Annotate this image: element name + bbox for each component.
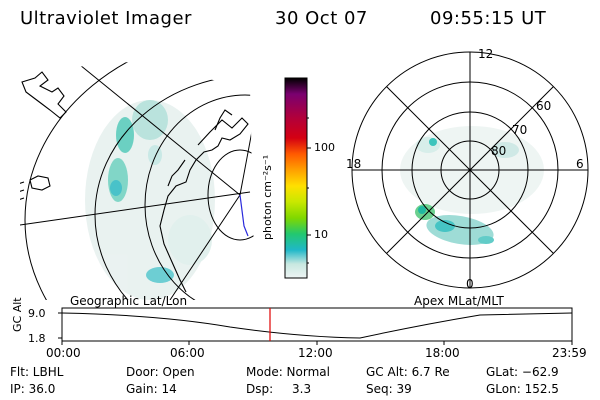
- right-panel-caption: Apex MLat/MLT: [414, 294, 504, 308]
- colorbar: [284, 77, 311, 279]
- door-info: Door: Open: [126, 365, 195, 379]
- mlt-label-12: 12: [478, 47, 494, 61]
- mlat-label-70: 70: [512, 123, 528, 137]
- instrument-title: Ultraviolet Imager: [20, 8, 192, 29]
- coastlines: [20, 71, 249, 293]
- colorbar-unit-label: photon cm⁻²s⁻¹: [261, 154, 274, 240]
- mode-info: Mode: Normal: [246, 365, 330, 379]
- colorbar-tick-100: 100: [314, 141, 335, 154]
- observation-time: 09:55:15 UT: [430, 8, 547, 29]
- glat-info: GLat: −62.9: [486, 365, 559, 379]
- glon-info: GLon: 152.5: [486, 382, 559, 396]
- altitude-tick-1-8: 1.8: [28, 332, 46, 345]
- observation-date: 30 Oct 07: [275, 8, 368, 29]
- filter-info: Flt: LBHL: [10, 365, 64, 379]
- aurora-emission-left: [85, 100, 215, 300]
- time-tick-0000: 00:00: [46, 346, 81, 360]
- colorbar-tick-10: 10: [314, 228, 328, 241]
- orbit-altitude-plot: [58, 307, 573, 345]
- mlat-label-60: 60: [536, 99, 552, 113]
- time-tick-1800: 18:00: [425, 346, 460, 360]
- time-tick-1200: 12:00: [298, 346, 333, 360]
- ip-info: IP: 36.0: [10, 382, 56, 396]
- gain-info: Gain: 14: [126, 382, 177, 396]
- dsp-label: Dsp:: [246, 382, 274, 396]
- left-panel-caption: Geographic Lat/Lon: [70, 294, 188, 308]
- time-tick-0600: 06:00: [170, 346, 205, 360]
- gc-alt-info: GC Alt: 6.7 Re: [366, 365, 450, 379]
- seq-info: Seq: 39: [366, 382, 412, 396]
- altitude-tick-9: 9.0: [28, 307, 46, 320]
- dsp-value: 3.3: [292, 382, 312, 396]
- altitude-axis-label: GC Alt: [11, 297, 24, 332]
- ground-track: [239, 194, 249, 237]
- time-tick-2359: 23:59: [552, 346, 587, 360]
- mlt-label-18: 18: [346, 157, 362, 171]
- mlat-label-80: 80: [491, 144, 507, 158]
- mlt-label-6: 6: [576, 157, 584, 171]
- polar-mlt-plot: [351, 51, 589, 289]
- mlt-label-0: 0: [466, 277, 474, 291]
